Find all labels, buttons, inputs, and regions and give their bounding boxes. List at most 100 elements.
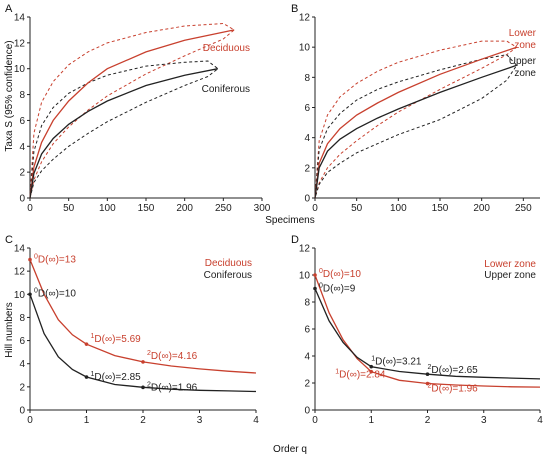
- x-tick-label: 3: [197, 415, 203, 426]
- panel-c: C0 1 2 3 4024681012140D(∞)=131D(∞)=5.692D(∞)…: [5, 234, 259, 426]
- y-tick-label: 10: [299, 43, 311, 54]
- y-tick-label: 4: [19, 142, 25, 153]
- y-tick-label: 6: [304, 325, 310, 336]
- point-annotation: 0D(∞)=9: [319, 283, 356, 295]
- x-axis-title-bottom: Order q: [273, 444, 307, 455]
- y-tick-label: 6: [19, 116, 25, 127]
- legend-entry: Coniferous: [204, 270, 252, 281]
- x-tick-label: 0: [312, 415, 318, 426]
- x-tick-label: 1: [368, 415, 374, 426]
- y-tick-label: 8: [304, 298, 310, 309]
- panels-group: A0 50 100 150 200 250 30002468101214DeciduousC…: [5, 3, 543, 426]
- y-tick-label: 0: [304, 194, 310, 205]
- panel-letter: A: [5, 3, 13, 15]
- x-tick-label: 50: [63, 203, 75, 214]
- x-tick-label: 1: [84, 415, 90, 426]
- y-tick-label: 12: [299, 244, 311, 255]
- legend-entry: Lower zone: [484, 259, 536, 270]
- y-tick-label: 2: [304, 379, 310, 390]
- y-tick-label: 0: [19, 406, 25, 417]
- panel-a: A 0 50 100 150 200 250 300 0 2 4 6 8 10 12 14 Deciduous C…: [5, 3, 271, 214]
- data-point: [28, 257, 32, 262]
- series-line-coniferous: [29, 68, 219, 199]
- y-tick-label: 12: [14, 38, 26, 49]
- x-tick-label: 4: [537, 415, 543, 426]
- confidence-band-red: [314, 40, 518, 199]
- x-tick-label: 3: [481, 415, 487, 426]
- confidence-band-black: [29, 60, 219, 199]
- y-tick-label: 2: [19, 382, 25, 393]
- y-tick-label: 2: [19, 168, 25, 179]
- legend-entry: Coniferous: [202, 84, 250, 95]
- panel-letter: B: [291, 3, 298, 15]
- x-tick-label: 4: [253, 415, 259, 426]
- y-tick-label: 8: [19, 313, 25, 324]
- x-tick-label: 300: [254, 203, 271, 214]
- x-tick-label: 200: [176, 203, 193, 214]
- y-tick-label: 4: [304, 133, 310, 144]
- y-tick-label: 6: [304, 103, 310, 114]
- legend-entry: Upper zone: [484, 270, 536, 281]
- y-tick-label: 2: [304, 163, 310, 174]
- series-line-coniferous: [29, 294, 257, 393]
- y-tick-label: 10: [14, 64, 26, 75]
- point-annotation: 2D(∞)=1.96: [147, 381, 198, 393]
- data-point: [84, 342, 89, 346]
- data-point: [313, 273, 317, 277]
- y-tick-label: 0: [304, 406, 310, 417]
- y-tick-label: 14: [14, 13, 26, 24]
- series-line-deciduous: [29, 29, 235, 199]
- x-tick-label: 0: [27, 203, 33, 214]
- y-tick-label: 8: [19, 90, 25, 101]
- legend-entry: Lower zone: [509, 28, 537, 51]
- x-tick-label: 0: [27, 415, 33, 426]
- legend-entry: Deciduous: [205, 258, 252, 269]
- point-annotation: 2D(∞)=4.16: [147, 350, 198, 362]
- x-tick-label: 50: [351, 203, 363, 214]
- x-tick-label: 250: [215, 203, 232, 214]
- y-tick-label: 10: [14, 290, 26, 301]
- x-axis-title-top: Specimens: [265, 215, 314, 226]
- data-point: [369, 364, 374, 369]
- series-line-lower-zone: [314, 274, 541, 388]
- x-tick-label: 100: [99, 203, 116, 214]
- x-tick-label: 200: [473, 203, 490, 214]
- point-annotation: 0D(∞)=13: [34, 254, 76, 266]
- point-annotation: 1D(∞)=2.85: [91, 371, 142, 383]
- y-tick-label: 0: [19, 194, 25, 205]
- point-annotation: 2D(∞)=1.96: [428, 383, 479, 395]
- y-tick-label: 10: [299, 271, 311, 282]
- data-point: [141, 385, 145, 390]
- data-point: [369, 369, 374, 374]
- x-tick-label: 2: [140, 415, 146, 426]
- point-annotation: 1D(∞)=3.21: [371, 356, 422, 368]
- legend-entry: Deciduous: [203, 43, 250, 54]
- point-annotation: 0D(∞)=10: [319, 268, 361, 280]
- legend-entry: Upper zone: [509, 56, 537, 79]
- confidence-band-red: [29, 22, 236, 199]
- point-annotation: 2D(∞)=2.65: [428, 364, 479, 376]
- data-point: [313, 286, 317, 291]
- data-point: [425, 381, 430, 386]
- panel-d: D0 1 2 3 40246810120D(∞)=101D(∞)=2.842D(∞)=1…: [291, 234, 543, 426]
- y-tick-label: 6: [19, 336, 25, 347]
- x-tick-label: 150: [432, 203, 449, 214]
- y-axis-title-bottom: Hill numbers: [4, 302, 15, 358]
- y-axis-title-top: Taxa S (95% confidence): [4, 40, 15, 151]
- y-tick-label: 14: [14, 244, 26, 255]
- series-line-lower-zone: [314, 46, 517, 199]
- y-tick-label: 12: [14, 267, 26, 278]
- point-annotation: 0D(∞)=10: [34, 287, 76, 299]
- x-tick-label: 100: [390, 203, 407, 214]
- y-tick-label: 8: [304, 73, 310, 84]
- series-line-deciduous: [29, 259, 257, 374]
- x-tick-label: 150: [138, 203, 155, 214]
- point-annotation: 1D(∞)=5.69: [91, 333, 142, 345]
- panel-b: B 0 50 100 150 200 250 0 2 4 6 8 10 12 Lower zone Upper z…: [291, 3, 540, 214]
- data-point: [84, 375, 89, 379]
- x-tick-label: 2: [425, 415, 431, 426]
- data-point: [141, 360, 145, 364]
- y-tick-label: 4: [304, 352, 310, 363]
- y-tick-label: 4: [19, 359, 25, 370]
